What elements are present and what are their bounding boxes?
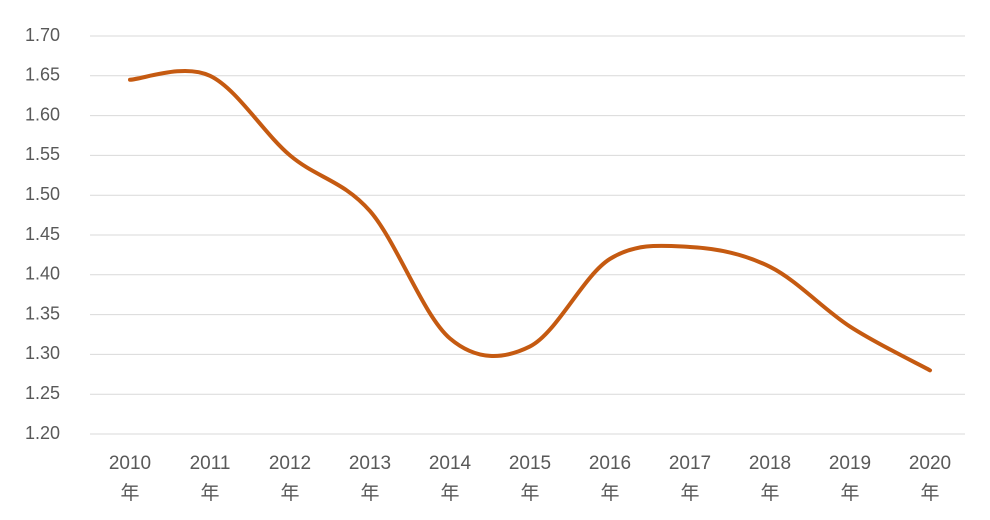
x-tick-label: 2010年 bbox=[108, 453, 152, 504]
x-tick-label: 2017年 bbox=[668, 453, 712, 504]
y-tick-label: 1.45 bbox=[25, 224, 60, 244]
x-tick-label: 2014年 bbox=[428, 453, 472, 504]
y-tick-label: 1.25 bbox=[25, 383, 60, 403]
x-tick-label: 2020年 bbox=[908, 453, 952, 504]
x-tick-label: 2018年 bbox=[748, 453, 792, 504]
y-tick-label: 1.50 bbox=[25, 184, 60, 204]
y-tick-label: 1.40 bbox=[25, 264, 60, 284]
y-tick-label: 1.55 bbox=[25, 144, 60, 164]
y-tick-label: 1.60 bbox=[25, 104, 60, 124]
y-tick-label: 1.65 bbox=[25, 65, 60, 85]
y-tick-label: 1.30 bbox=[25, 343, 60, 363]
x-tick-label: 2019年 bbox=[828, 453, 872, 504]
y-tick-label: 1.35 bbox=[25, 303, 60, 323]
x-tick-label: 2016年 bbox=[588, 453, 632, 504]
y-tick-label: 1.20 bbox=[25, 423, 60, 443]
x-tick-label: 2011年 bbox=[189, 453, 231, 504]
x-tick-label: 2013年 bbox=[348, 453, 392, 504]
y-tick-label: 1.70 bbox=[25, 25, 60, 45]
line bbox=[128, 68, 932, 373]
x-tick-label: 2015年 bbox=[508, 453, 552, 504]
x-tick-label: 2012年 bbox=[268, 453, 312, 504]
